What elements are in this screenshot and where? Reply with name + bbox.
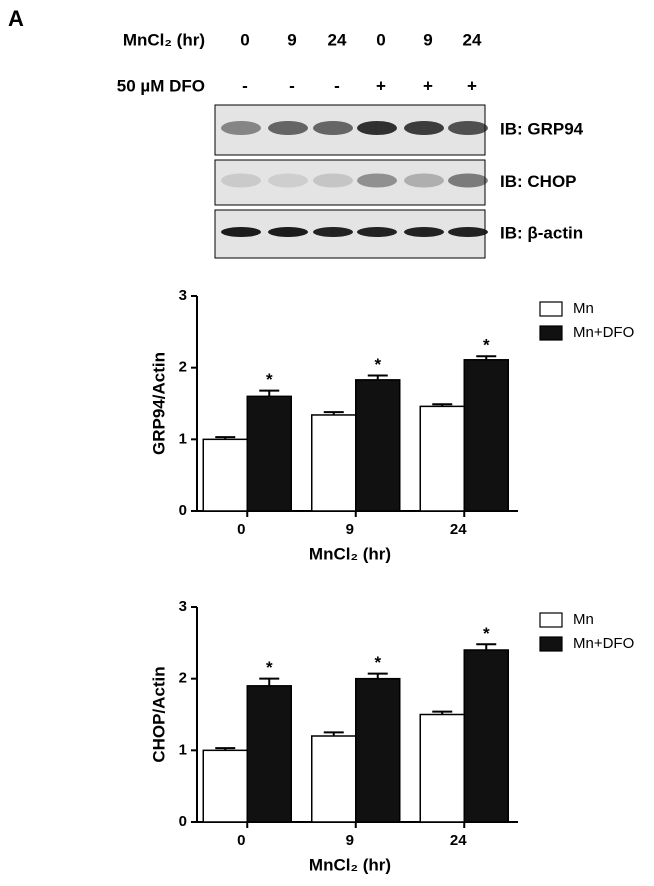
error-bar bbox=[367, 672, 388, 679]
blot-band bbox=[357, 173, 397, 188]
lane-label: + bbox=[376, 76, 386, 95]
lane-label: - bbox=[289, 76, 295, 95]
bar bbox=[355, 379, 401, 512]
lane-label: - bbox=[242, 76, 248, 95]
bar bbox=[246, 395, 292, 512]
y-tick-label: 2 bbox=[179, 670, 187, 687]
blot-band bbox=[313, 121, 353, 135]
significance-mark: * bbox=[266, 658, 273, 677]
lane-label: 24 bbox=[463, 30, 482, 49]
error-bar bbox=[432, 710, 453, 715]
x-tick-label: 0 bbox=[237, 521, 245, 538]
x-tick-label: 9 bbox=[346, 521, 354, 538]
error-bar bbox=[476, 643, 497, 650]
lane-label: + bbox=[467, 76, 477, 95]
bar bbox=[311, 735, 357, 823]
lane-row-label: 50 µM DFO bbox=[117, 76, 205, 95]
legend-label: Mn+DFO bbox=[573, 324, 634, 341]
y-tick-label: 1 bbox=[179, 430, 187, 447]
bar bbox=[355, 677, 401, 823]
error-bar bbox=[323, 731, 344, 736]
blot-band bbox=[268, 121, 308, 135]
y-tick-label: 1 bbox=[179, 741, 187, 758]
bar bbox=[311, 414, 357, 512]
blot-label: IB: CHOP bbox=[500, 172, 577, 191]
bar bbox=[463, 359, 509, 512]
lane-label: 24 bbox=[328, 30, 347, 49]
y-axis-label: GRP94/Actin bbox=[149, 352, 168, 455]
x-axis-label: MnCl₂ (hr) bbox=[309, 544, 391, 563]
bar bbox=[202, 749, 248, 823]
legend-label: Mn+DFO bbox=[573, 635, 634, 652]
y-tick-label: 3 bbox=[179, 287, 187, 304]
legend-label: Mn bbox=[573, 300, 594, 317]
y-tick-label: 3 bbox=[179, 598, 187, 615]
bar bbox=[246, 685, 292, 823]
y-tick-label: 2 bbox=[179, 359, 187, 376]
bar bbox=[202, 438, 248, 512]
blot-band bbox=[221, 173, 261, 188]
error-bar bbox=[259, 389, 280, 397]
error-bar bbox=[367, 374, 388, 380]
error-bar bbox=[476, 355, 497, 360]
error-bar bbox=[259, 677, 280, 686]
legend-swatch bbox=[539, 636, 563, 652]
blot-band bbox=[357, 227, 397, 237]
blot-band bbox=[404, 227, 444, 237]
lane-label: 0 bbox=[376, 30, 385, 49]
blot-band bbox=[221, 227, 261, 237]
x-axis-label: MnCl₂ (hr) bbox=[309, 855, 391, 874]
blot-band bbox=[357, 121, 397, 135]
lane-label: + bbox=[423, 76, 433, 95]
blot-band bbox=[448, 227, 488, 237]
blot-band bbox=[221, 121, 261, 135]
blot-band bbox=[404, 173, 444, 188]
x-tick-label: 24 bbox=[450, 832, 467, 849]
significance-mark: * bbox=[483, 336, 490, 355]
error-bar bbox=[323, 411, 344, 415]
blot-band bbox=[313, 227, 353, 237]
lane-row-label: MnCl₂ (hr) bbox=[123, 30, 205, 49]
lane-label: - bbox=[334, 76, 340, 95]
error-bar bbox=[215, 436, 236, 440]
lane-label: 0 bbox=[240, 30, 249, 49]
bar bbox=[463, 649, 509, 823]
blot-label: IB: β-actin bbox=[500, 223, 583, 242]
blot-label: IB: GRP94 bbox=[500, 119, 584, 138]
blot-band bbox=[268, 173, 308, 188]
y-tick-label: 0 bbox=[179, 502, 187, 519]
error-bar bbox=[432, 403, 453, 407]
y-tick-label: 0 bbox=[179, 813, 187, 830]
significance-mark: * bbox=[374, 653, 381, 672]
bar bbox=[419, 405, 465, 512]
legend-label: Mn bbox=[573, 611, 594, 628]
blot-band bbox=[313, 173, 353, 188]
legend-swatch bbox=[539, 612, 563, 628]
significance-mark: * bbox=[483, 624, 490, 643]
x-tick-label: 24 bbox=[450, 521, 467, 538]
bar bbox=[419, 713, 465, 823]
lane-label: 9 bbox=[287, 30, 296, 49]
blot-band bbox=[448, 173, 488, 188]
y-axis-label: CHOP/Actin bbox=[149, 666, 168, 762]
blot-band bbox=[448, 121, 488, 135]
legend-swatch bbox=[539, 325, 563, 341]
significance-mark: * bbox=[266, 370, 273, 389]
blot-band bbox=[404, 121, 444, 135]
error-bar bbox=[215, 747, 236, 751]
lane-label: 9 bbox=[423, 30, 432, 49]
blot-band bbox=[268, 227, 308, 237]
blot-panel bbox=[214, 159, 486, 206]
panel-label: A bbox=[8, 6, 24, 31]
legend-swatch bbox=[539, 301, 563, 317]
significance-mark: * bbox=[374, 355, 381, 374]
x-tick-label: 0 bbox=[237, 832, 245, 849]
x-tick-label: 9 bbox=[346, 832, 354, 849]
